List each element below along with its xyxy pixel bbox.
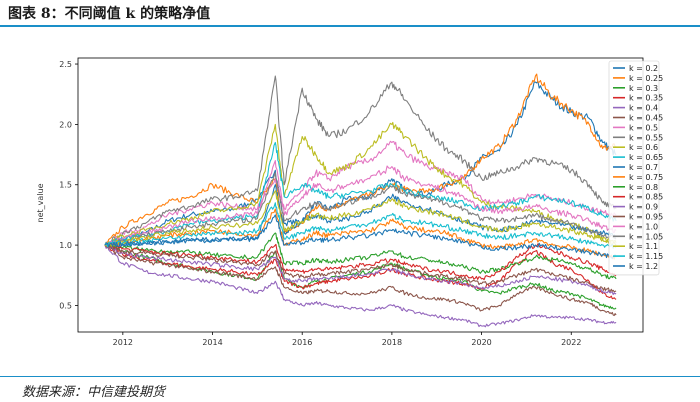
bottom-rule [0, 376, 700, 377]
legend-label: k = 0.75 [629, 173, 663, 182]
series-line-k-0.75 [104, 208, 617, 260]
legend-label: k = 0.25 [629, 74, 663, 83]
axes: 2012 2014 2016 2018 2020 2022 0.5 1.0 1.5 2.0 2.5 [59, 60, 581, 347]
series-line-k-0.9 [104, 243, 617, 296]
legend-label: k = 0.8 [629, 183, 658, 192]
series-line-k-0.5 [104, 140, 617, 246]
y-tick-label: 1.5 [59, 181, 72, 190]
series-line-k-0.8 [104, 232, 617, 280]
y-tick-label: 2.5 [59, 60, 72, 69]
series-line-k-0.35 [104, 244, 617, 300]
series-line-k-0.6 [104, 121, 617, 247]
figure-title: 图表 8：不同阈值 k 的策略净值 [8, 6, 211, 22]
series-line-k-0.45 [104, 244, 617, 317]
series-line-k-0.25 [104, 73, 617, 246]
top-rule [0, 25, 700, 27]
legend-label: k = 0.45 [629, 114, 663, 123]
legend-label: k = 0.65 [629, 153, 663, 162]
series-line-k-0.55 [104, 75, 617, 246]
legend-label: k = 0.4 [629, 104, 658, 113]
x-tick-label: 2020 [471, 338, 491, 347]
series-line-k-1.1 [104, 190, 617, 247]
series-line-k-0.7 [104, 184, 617, 248]
series-line-k-1.0 [104, 160, 617, 246]
legend-box [608, 60, 660, 276]
series-line-k-1.2 [104, 214, 617, 260]
series-line-k-0.65 [104, 141, 617, 247]
legend: k = 0.2k = 0.25k = 0.3k = 0.35k = 0.4k =… [608, 60, 663, 276]
x-tick-label: 2018 [382, 338, 402, 347]
y-axis-label: net_value [36, 183, 45, 222]
legend-label: k = 0.55 [629, 133, 663, 142]
legend-label: k = 0.85 [629, 193, 663, 202]
series-line-k-1.05 [104, 172, 617, 247]
series-line-k-1.15 [104, 202, 617, 249]
legend-label: k = 0.7 [629, 163, 658, 172]
legend-label: k = 0.3 [629, 84, 658, 93]
legend-label: k = 1.1 [629, 242, 658, 251]
x-tick-label: 2014 [202, 338, 222, 347]
legend-label: k = 0.5 [629, 123, 658, 132]
x-tick-label: 2016 [292, 338, 312, 347]
source-note: 数据来源：中信建投期货 [22, 385, 166, 400]
legend-label: k = 0.95 [629, 213, 663, 222]
legend-label: k = 0.6 [629, 143, 658, 152]
legend-label: k = 1.2 [629, 262, 658, 271]
x-tick-label: 2012 [113, 338, 133, 347]
y-tick-label: 1.0 [59, 241, 72, 250]
series-lines [104, 73, 617, 328]
legend-label: k = 0.2 [629, 64, 658, 73]
series-line-k-0.95 [104, 244, 617, 293]
legend-label: k = 1.05 [629, 232, 663, 241]
series-line-k-0.4 [104, 244, 617, 328]
x-tick-label: 2022 [561, 338, 581, 347]
legend-label: k = 1.15 [629, 252, 663, 261]
plot-frame [77, 57, 644, 333]
y-tick-label: 0.5 [59, 301, 72, 310]
legend-label: k = 0.35 [629, 94, 663, 103]
legend-label: k = 1.0 [629, 222, 658, 231]
y-tick-label: 2.0 [59, 120, 72, 129]
legend-label: k = 0.9 [629, 203, 658, 212]
net-value-line-chart: 2012 2014 2016 2018 2020 20220.51.01.52.02.5 … [36, 57, 663, 347]
